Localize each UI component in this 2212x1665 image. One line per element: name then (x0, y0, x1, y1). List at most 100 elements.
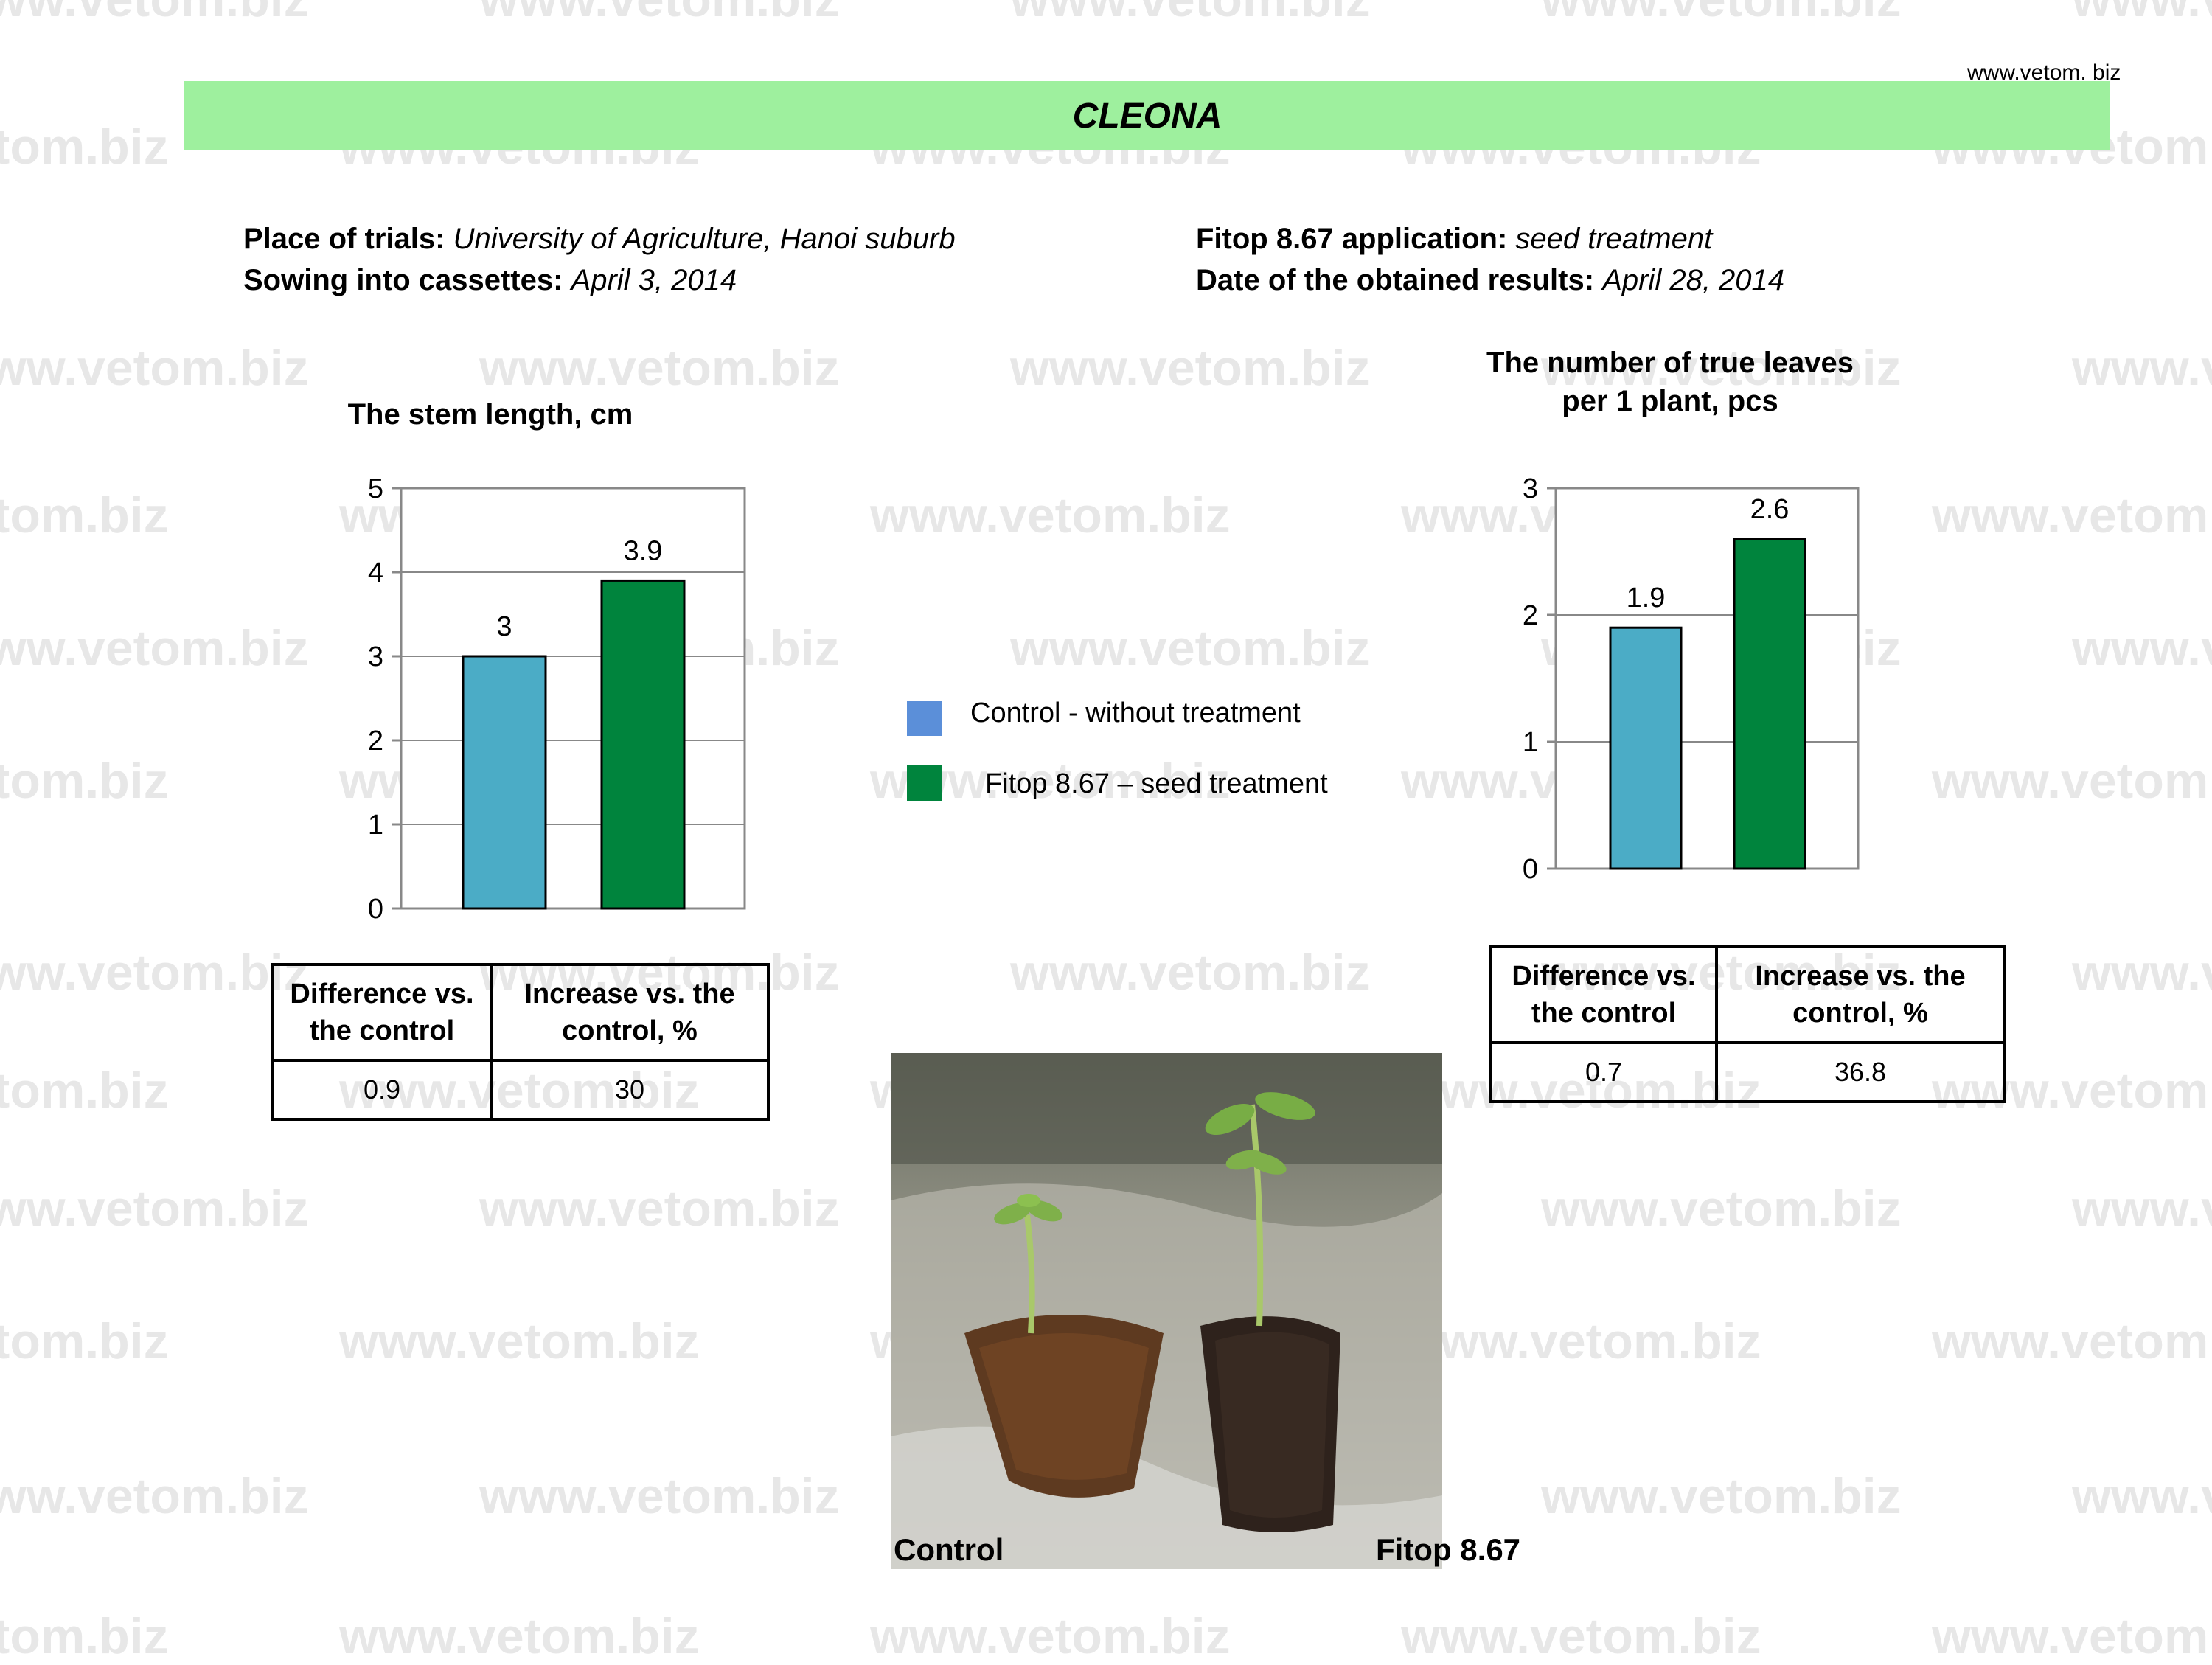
place-value: University of Agriculture, Hanoi suburb (453, 223, 956, 255)
data-label: 2.6 (1750, 494, 1790, 525)
watermark-text: www.vetom.biz (0, 340, 309, 396)
watermark-text: www.vetom.biz (0, 119, 169, 175)
table-row: 0.7 36.8 (1489, 1041, 2006, 1103)
y-tick-label: 5 (368, 473, 383, 504)
data-label: 3.9 (624, 535, 663, 566)
watermark-text: www.vetom.biz (1401, 1608, 1761, 1664)
watermark-text: www.vetom.biz (2072, 0, 2212, 28)
watermark-text: www.vetom.biz (0, 1468, 309, 1524)
watermark-text: www.vetom.biz (339, 1608, 700, 1664)
watermark-text: www.vetom.biz (870, 487, 1231, 543)
data-label: 1.9 (1627, 583, 1666, 613)
true-leaves-chart-title: The number of true leaves per 1 plant, p… (1430, 344, 1910, 420)
watermark-text: www.vetom.biz (1541, 1468, 1902, 1524)
watermark-text: www.vetom.biz (870, 1608, 1231, 1664)
table-header-row: Difference vs. the control Increase vs. … (271, 963, 770, 1062)
stem-length-chart-title: The stem length, cm (317, 395, 664, 434)
photo-label-control: Control (894, 1532, 1004, 1567)
results-label: Date of the obtained results: (1196, 264, 1595, 296)
watermark-text: www.vetom.biz (1401, 1313, 1761, 1369)
y-tick-label: 2 (368, 726, 383, 757)
watermark-text: www.vetom.biz (2072, 1468, 2212, 1524)
legend-label-control: Control - without treatment (970, 698, 1301, 729)
watermark-text: www.vetom.biz (0, 1608, 169, 1664)
legend-label-fitop: Fitop 8.67 – seed treatment (985, 768, 1328, 799)
header-increase: Increase vs. the control, % (490, 963, 770, 1062)
plot-area (400, 487, 746, 910)
header-increase: Increase vs. the control, % (1715, 945, 2006, 1044)
header-difference: Difference vs. the control (1489, 945, 1718, 1044)
results-date: Date of the obtained results: April 28, … (1196, 260, 1784, 301)
stem-length-chart: 0 1 2 3 4 5 3 3.9 (368, 473, 746, 925)
y-tick-label: 3 (368, 642, 383, 672)
trial-info-right: Fitop 8.67 application: seed treatment D… (1196, 218, 1784, 301)
table-header-row: Difference vs. the control Increase vs. … (1489, 945, 2006, 1044)
bar-control (462, 655, 547, 910)
watermark-text: www.vetom.biz (1010, 620, 1371, 676)
value-increase: 30 (490, 1059, 770, 1121)
watermark-text: www.vetom.biz (2072, 620, 2212, 676)
watermark-text: www.vetom.biz (1541, 1181, 1902, 1237)
watermark-text: www.vetom.biz (0, 945, 309, 1001)
data-label: 3 (496, 611, 512, 642)
watermark-text: www.vetom.biz (479, 340, 840, 396)
watermark-text: www.vetom.biz (1541, 0, 1902, 28)
y-tick-label: 0 (368, 894, 383, 925)
sowing-date: Sowing into cassettes: April 3, 2014 (243, 260, 956, 301)
bar-control (1609, 626, 1683, 870)
y-tick-label: 1 (1523, 727, 1538, 758)
site-url: www.vetom. biz (1967, 60, 2121, 85)
y-tick-label: 4 (368, 557, 383, 588)
watermark-text: www.vetom.biz (339, 1313, 700, 1369)
watermark-text: www.vetom.biz (0, 1181, 309, 1237)
bar-fitop (1733, 538, 1806, 870)
legend-swatch-control (907, 701, 942, 736)
plot-area (1554, 487, 1860, 870)
place-of-trials: Place of trials: University of Agricultu… (243, 218, 956, 260)
watermark-text: www.vetom.biz (0, 0, 309, 28)
title-bar: CLEONA (184, 81, 2110, 150)
stem-length-results-table: Difference vs. the control Increase vs. … (271, 963, 770, 1121)
legend-swatch-fitop (907, 765, 942, 801)
results-value: April 28, 2014 (1602, 264, 1785, 296)
application-label: Fitop 8.67 application: (1196, 223, 1508, 255)
header-difference: Difference vs. the control (271, 963, 493, 1062)
watermark-text: www.vetom.biz (0, 487, 169, 543)
watermark-text: www.vetom.biz (2072, 1181, 2212, 1237)
page-title: CLEONA (1072, 96, 1222, 136)
watermark-text: www.vetom.biz (0, 620, 309, 676)
application-info: Fitop 8.67 application: seed treatment (1196, 218, 1784, 260)
watermark-text: www.vetom.biz (479, 0, 840, 28)
watermark-text: www.vetom.biz (1932, 1313, 2212, 1369)
application-value: seed treatment (1515, 223, 1713, 255)
watermark-text: www.vetom.biz (2072, 340, 2212, 396)
watermark-text: www.vetom.biz (0, 1313, 169, 1369)
watermark-text: www.vetom.biz (1932, 487, 2212, 543)
table-row: 0.9 30 (271, 1059, 770, 1121)
watermark-text: www.vetom.biz (1932, 753, 2212, 809)
true-leaves-chart: 0 1 2 3 1.9 2.6 (1523, 473, 1860, 885)
bar-fitop (600, 579, 686, 910)
watermark-text: www.vetom.biz (0, 753, 169, 809)
watermark-text: www.vetom.biz (479, 1468, 840, 1524)
photo-label-fitop: Fitop 8.67 (1376, 1532, 1521, 1567)
y-tick-label: 2 (1523, 600, 1538, 631)
value-difference: 0.9 (271, 1059, 493, 1121)
value-difference: 0.7 (1489, 1041, 1718, 1103)
watermark-text: www.vetom.biz (1010, 340, 1371, 396)
y-tick-label: 3 (1523, 473, 1538, 504)
sowing-value: April 3, 2014 (571, 264, 737, 296)
watermark-text: www.vetom.biz (1932, 1608, 2212, 1664)
seedlings-photo (891, 1053, 1442, 1569)
watermark-text: www.vetom.biz (0, 1063, 169, 1119)
true-leaves-title-line1: The number of true leaves (1486, 347, 1854, 379)
place-label: Place of trials: (243, 223, 445, 255)
watermark-text: www.vetom.biz (479, 1181, 840, 1237)
value-increase: 36.8 (1715, 1041, 2006, 1103)
trial-info-left: Place of trials: University of Agricultu… (243, 218, 956, 301)
true-leaves-title-line2: per 1 plant, pcs (1562, 385, 1778, 417)
stem-length-title-text: The stem length, cm (347, 398, 633, 431)
y-tick-label: 0 (1523, 854, 1538, 885)
watermark-text: www.vetom.biz (2072, 945, 2212, 1001)
y-tick-label: 1 (368, 810, 383, 841)
